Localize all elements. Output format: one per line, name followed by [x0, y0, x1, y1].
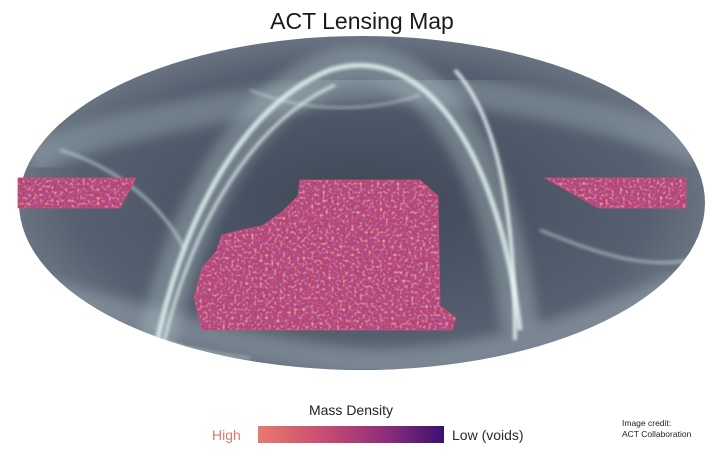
colorbar-title: Mass Density	[308, 402, 394, 418]
colorbar-low-label: Low (voids)	[452, 427, 524, 443]
colorbar	[258, 426, 444, 443]
colorbar-high-label: High	[212, 427, 241, 443]
patch-left	[17, 177, 137, 209]
lensing-map	[17, 36, 705, 370]
credit-line-1: Image credit:	[622, 418, 672, 428]
credit-line-2: ACT Collaboration	[622, 429, 692, 439]
patch-main	[193, 179, 457, 331]
image-credit: Image credit: ACT Collaboration	[622, 418, 691, 440]
patch-right	[543, 177, 687, 209]
map-title: ACT Lensing Map	[270, 8, 454, 34]
sky-map-svg	[17, 36, 705, 370]
